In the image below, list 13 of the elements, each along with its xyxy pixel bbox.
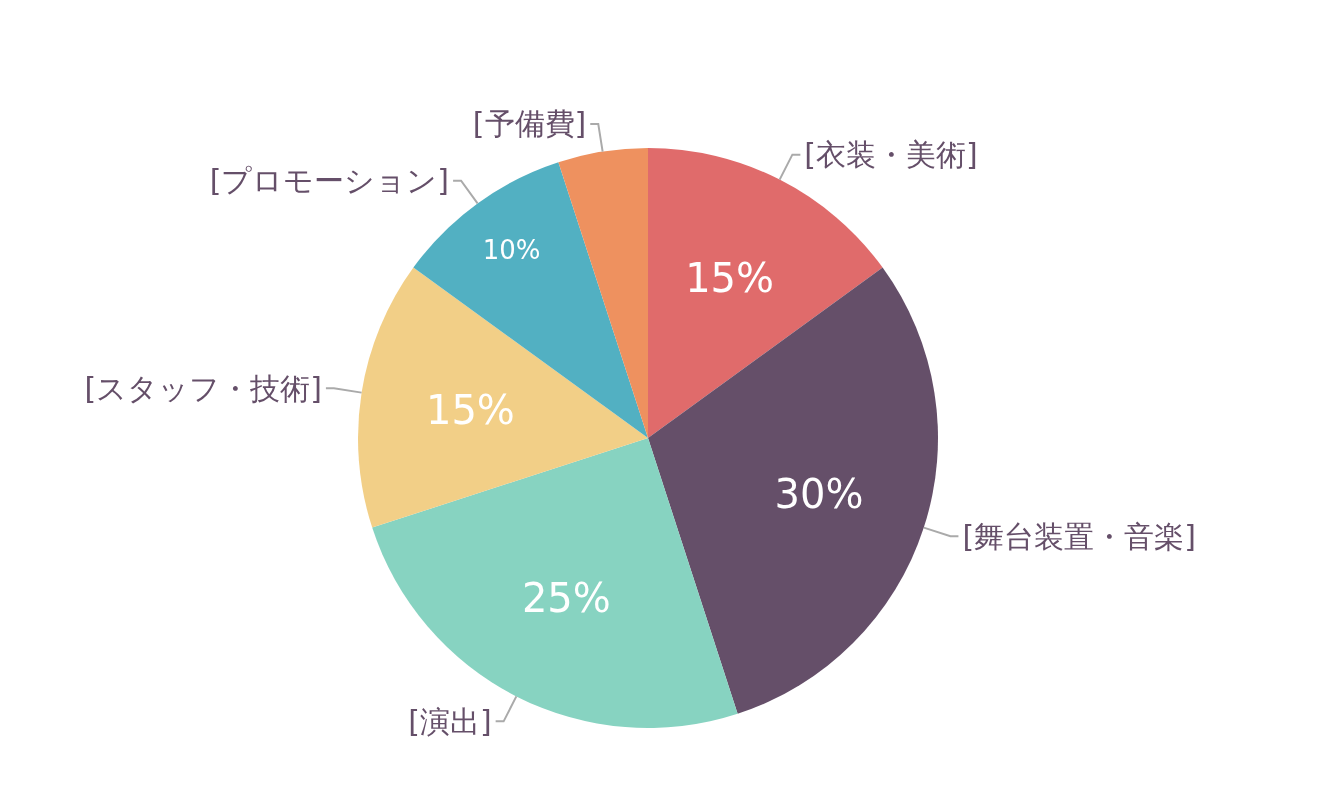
data-label: 15% [685,254,775,301]
data-label: 10% [482,235,541,266]
data-label: 25% [521,575,611,622]
slice-label: [プロモーション] [209,163,450,199]
data-label: 15% [425,386,515,433]
slice-label: [演出] [408,703,492,739]
pie-slice [358,267,648,528]
pie-slice [558,148,648,438]
slice-label: [スタッフ・技術] [84,370,322,406]
slice-label: [衣装・美術] [804,137,978,173]
data-label: 30% [774,470,864,517]
slice-label: [舞台装置・音楽] [962,518,1196,554]
slice-label: [予備費] [472,106,587,142]
